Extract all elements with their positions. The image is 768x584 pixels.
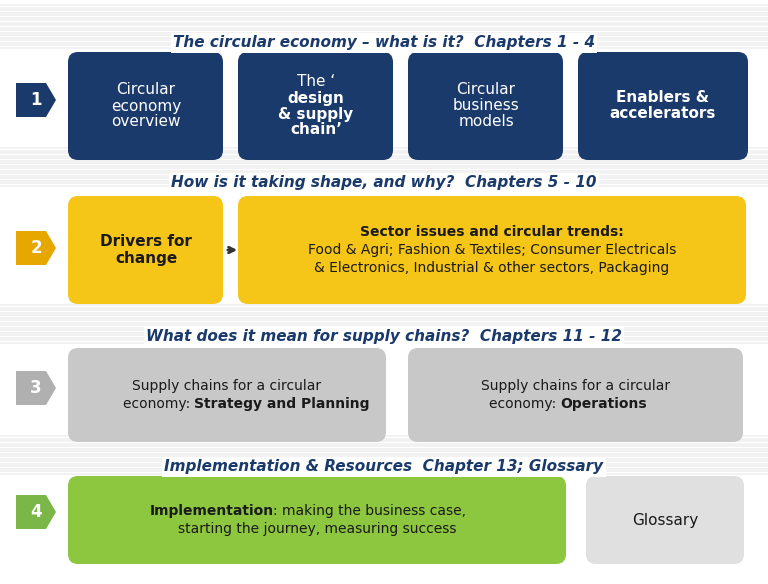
Text: The ‘: The ‘: [297, 75, 335, 89]
Text: chain’: chain’: [290, 123, 342, 137]
Polygon shape: [16, 495, 56, 529]
Text: What does it mean for supply chains?  Chapters 11 - 12: What does it mean for supply chains? Cha…: [146, 329, 622, 345]
Text: Enablers &: Enablers &: [617, 91, 710, 106]
Text: : making the business case,: : making the business case,: [273, 504, 466, 518]
Text: starting the journey, measuring success: starting the journey, measuring success: [177, 522, 456, 536]
Text: accelerators: accelerators: [610, 106, 717, 121]
Text: Supply chains for a circular: Supply chains for a circular: [132, 379, 322, 393]
Text: design: design: [287, 91, 344, 106]
Text: Circular: Circular: [456, 82, 515, 98]
Text: Supply chains for a circular: Supply chains for a circular: [482, 379, 670, 393]
FancyBboxPatch shape: [238, 52, 393, 160]
FancyBboxPatch shape: [68, 196, 223, 304]
Text: Implementation: Implementation: [149, 504, 273, 518]
Text: economy:: economy:: [488, 397, 561, 411]
Text: models: models: [458, 114, 514, 130]
Text: business: business: [452, 99, 519, 113]
Text: 3: 3: [30, 379, 41, 397]
Text: Sector issues and circular trends:: Sector issues and circular trends:: [360, 225, 624, 239]
Text: Drivers for: Drivers for: [100, 234, 192, 249]
Text: change: change: [115, 252, 177, 266]
FancyBboxPatch shape: [68, 52, 223, 160]
Text: Implementation & Resources  Chapter 13; Glossary: Implementation & Resources Chapter 13; G…: [164, 460, 604, 474]
Text: Strategy and Planning: Strategy and Planning: [194, 397, 369, 411]
Text: & Electronics, Industrial & other sectors, Packaging: & Electronics, Industrial & other sector…: [314, 261, 670, 275]
FancyBboxPatch shape: [68, 476, 566, 564]
Text: Operations: Operations: [561, 397, 647, 411]
FancyBboxPatch shape: [578, 52, 748, 160]
FancyBboxPatch shape: [408, 52, 563, 160]
Polygon shape: [16, 371, 56, 405]
Text: & supply: & supply: [278, 106, 353, 121]
FancyBboxPatch shape: [408, 348, 743, 442]
Text: The circular economy – what is it?  Chapters 1 - 4: The circular economy – what is it? Chapt…: [173, 36, 595, 50]
FancyBboxPatch shape: [238, 196, 746, 304]
FancyBboxPatch shape: [68, 348, 386, 442]
Text: Food & Agri; Fashion & Textiles; Consumer Electricals: Food & Agri; Fashion & Textiles; Consume…: [308, 243, 676, 257]
Polygon shape: [16, 83, 56, 117]
FancyBboxPatch shape: [586, 476, 744, 564]
Polygon shape: [16, 231, 56, 265]
Text: economy: economy: [111, 99, 181, 113]
Text: overview: overview: [111, 114, 180, 130]
Text: Glossary: Glossary: [632, 513, 698, 527]
Text: 1: 1: [30, 91, 41, 109]
Text: Circular: Circular: [117, 82, 176, 98]
Text: 4: 4: [30, 503, 41, 521]
Text: 2: 2: [30, 239, 41, 257]
Text: economy:: economy:: [123, 397, 194, 411]
Text: How is it taking shape, and why?  Chapters 5 - 10: How is it taking shape, and why? Chapter…: [171, 176, 597, 190]
